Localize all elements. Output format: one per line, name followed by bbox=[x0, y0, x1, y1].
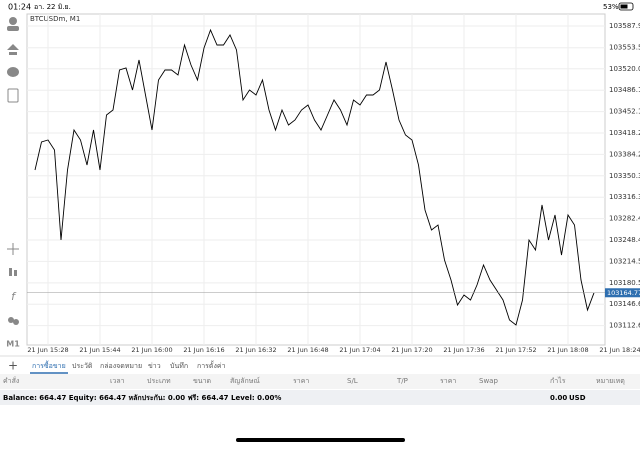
x-tick-label: 21 Jun 16:16 bbox=[183, 346, 224, 354]
indicator-icon[interactable]: f bbox=[11, 290, 17, 303]
tab[interactable]: กล่องจดหมาย bbox=[100, 362, 142, 370]
toolbar: f bbox=[7, 17, 19, 325]
x-tick-label: 21 Jun 17:20 bbox=[391, 346, 432, 354]
column-header: คำสั่ง bbox=[3, 376, 19, 385]
x-tick-label: 21 Jun 16:48 bbox=[287, 346, 328, 354]
column-header: T/P bbox=[396, 377, 408, 385]
y-tick-label: 103146.60 bbox=[609, 300, 640, 308]
new-order-icon[interactable] bbox=[7, 88, 19, 103]
x-tick-label: 21 Jun 16:32 bbox=[235, 346, 276, 354]
column-header: S/L bbox=[347, 377, 358, 385]
x-tick-label: 21 Jun 15:44 bbox=[79, 346, 120, 354]
tab[interactable]: การซื้อขาย bbox=[32, 359, 66, 370]
tab[interactable]: ข่าว bbox=[148, 362, 161, 370]
profit-total: 0.00 bbox=[550, 394, 567, 402]
x-tick-label: 21 Jun 17:04 bbox=[339, 346, 380, 354]
x-tick-label: 21 Jun 16:00 bbox=[131, 346, 172, 354]
objects-icon[interactable] bbox=[8, 317, 14, 323]
column-header: ราคา bbox=[440, 377, 456, 385]
y-tick-label: 103282.40 bbox=[609, 215, 640, 223]
battery-icon bbox=[618, 2, 634, 11]
price-line bbox=[34, 28, 595, 326]
y-tick-label: 103452.15 bbox=[609, 108, 640, 116]
y-tick-label: 103418.20 bbox=[609, 129, 640, 137]
current-price-label: 103164.77 bbox=[607, 289, 640, 297]
grid: 103587.95 103553.50 103520.05 103486.10 1034… bbox=[27, 14, 640, 354]
battery-text: 53% bbox=[603, 3, 619, 11]
currency: USD bbox=[569, 394, 586, 402]
series: 103164.77 bbox=[27, 28, 640, 326]
trade-icon[interactable] bbox=[7, 44, 19, 55]
x-tick-label: 21 Jun 17:36 bbox=[443, 346, 484, 354]
chart-type-icon-b bbox=[14, 270, 17, 276]
status-time: 01:24 bbox=[8, 3, 31, 12]
add-tab-button[interactable]: + bbox=[8, 359, 18, 373]
y-tick-label: 103316.35 bbox=[609, 193, 640, 201]
timeframe-button[interactable]: M1 bbox=[6, 340, 20, 349]
column-header: เวลา bbox=[110, 377, 125, 385]
plot-frame bbox=[26, 13, 606, 346]
column-header: หมายเหตุ bbox=[596, 377, 625, 385]
column-header: ขนาด bbox=[193, 377, 211, 385]
home-indicator bbox=[236, 438, 405, 442]
y-tick-label: 103486.10 bbox=[609, 86, 640, 94]
status-date: อา. 22 มิ.ย. bbox=[34, 3, 71, 11]
y-tick-label: 103214.50 bbox=[609, 257, 640, 265]
column-header: ประเภท bbox=[147, 377, 171, 385]
chart-title: BTCUSDm, M1 bbox=[30, 15, 80, 23]
y-tick-label: 103520.05 bbox=[609, 65, 640, 73]
account-icon[interactable] bbox=[9, 17, 17, 25]
chart-type-icon[interactable] bbox=[9, 268, 12, 276]
tab[interactable]: ประวัติ bbox=[72, 362, 93, 370]
y-tick-label: 103350.30 bbox=[609, 172, 640, 180]
balance-summary: Balance: 664.47 Equity: 664.47 หลักประกั… bbox=[3, 394, 281, 402]
column-header: สัญลักษณ์ bbox=[230, 377, 260, 385]
x-tick-label: 21 Jun 17:52 bbox=[495, 346, 536, 354]
table-header-bg bbox=[0, 374, 640, 389]
y-tick-label: 103384.25 bbox=[609, 150, 640, 158]
y-tick-label: 103180.55 bbox=[609, 279, 640, 287]
objects-icon-b bbox=[13, 319, 19, 325]
crosshair-icon[interactable] bbox=[7, 243, 19, 255]
tab[interactable]: การตั้งค่า bbox=[197, 359, 226, 370]
x-tick-label: 21 Jun 18:08 bbox=[547, 346, 588, 354]
column-header: Swap bbox=[479, 377, 498, 385]
chat-icon[interactable] bbox=[7, 67, 19, 77]
x-tick-label: 21 Jun 18:24 bbox=[599, 346, 640, 354]
y-tick-label: 103248.45 bbox=[609, 236, 640, 244]
y-tick-label: 103553.50 bbox=[609, 44, 640, 52]
tab[interactable]: บันทึก bbox=[170, 361, 188, 370]
column-header: ราคา bbox=[293, 377, 309, 385]
y-tick-label: 103112.65 bbox=[609, 322, 640, 330]
y-tick-label: 103587.95 bbox=[609, 22, 640, 30]
current-price-box bbox=[605, 288, 640, 298]
x-tick-label: 21 Jun 15:28 bbox=[27, 346, 68, 354]
balance-row-bg bbox=[0, 390, 640, 405]
account-icon-body bbox=[7, 26, 19, 31]
battery-level bbox=[620, 4, 628, 9]
column-header: กำไร bbox=[550, 376, 566, 385]
